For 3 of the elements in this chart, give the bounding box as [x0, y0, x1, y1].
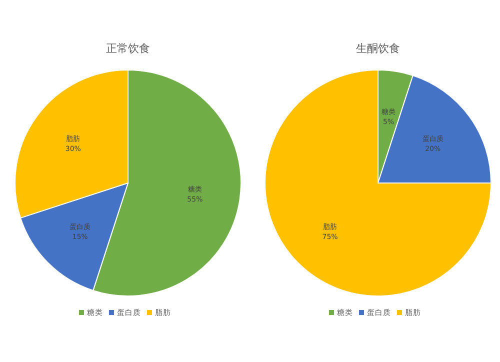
chart-title: 生酮饮食 — [356, 42, 400, 55]
pie-slice — [264, 70, 492, 296]
chart-title: 正常饮食 — [106, 42, 150, 55]
